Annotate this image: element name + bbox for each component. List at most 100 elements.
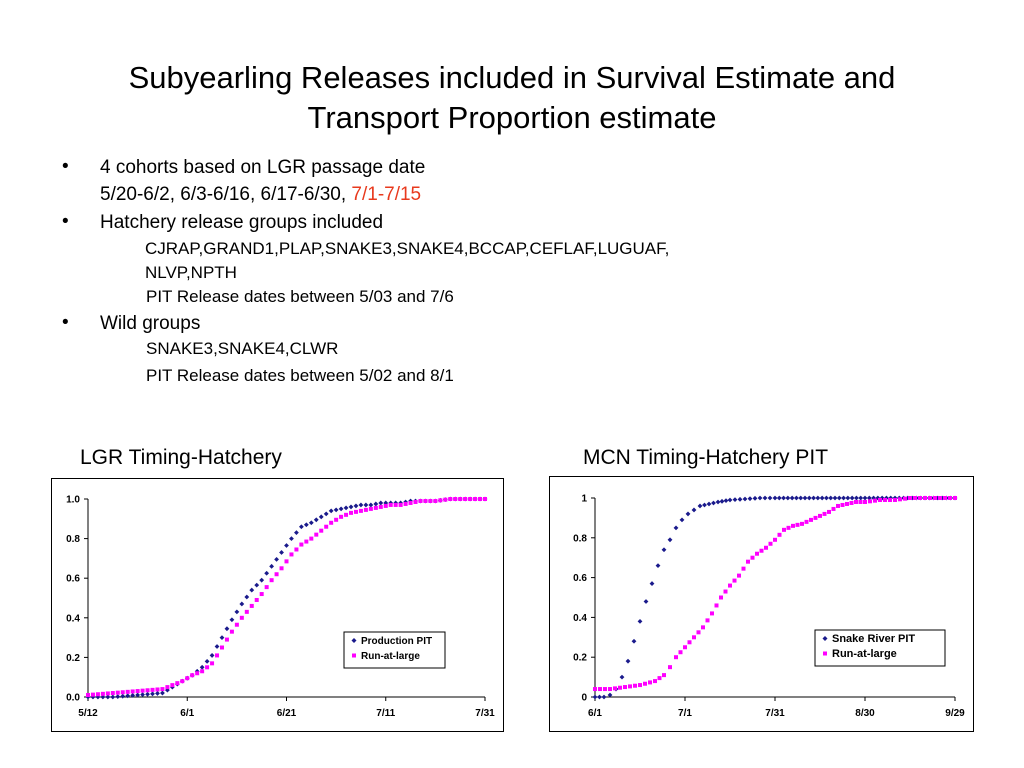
lgr-point-series2 <box>195 671 200 676</box>
mcn-point-series1 <box>776 495 782 501</box>
mcn-y-tick-label: 0 <box>581 693 587 704</box>
mcn-point-series2 <box>701 625 705 630</box>
lgr-point-series2 <box>289 552 294 557</box>
mcn-point-series2 <box>943 496 947 500</box>
mcn-point-series2 <box>755 551 759 556</box>
mcn-point-series1 <box>798 495 804 501</box>
mcn-point-series1 <box>711 500 716 506</box>
lgr-point-series2 <box>165 685 170 690</box>
lgr-point-series2 <box>259 592 264 597</box>
lgr-point-series2 <box>239 615 244 620</box>
lgr-point-series1 <box>140 692 145 698</box>
mcn-point-series1 <box>854 495 859 501</box>
lgr-point-series2 <box>279 566 284 571</box>
hatchery-groups-line-1: CJRAP,GRAND1,PLAP,SNAKE3,SNAKE4,BCCAP,CE… <box>145 239 670 258</box>
mcn-point-series2 <box>608 687 612 692</box>
lgr-y-tick-label: 0.2 <box>66 653 80 664</box>
lgr-timing-chart: 0.0 0.2 0.4 0.6 0.8 1.0 5/12 6/1 6/21 7/11 7/31 Pro… <box>51 478 504 732</box>
lgr-point-series2 <box>478 497 483 501</box>
mcn-point-series1 <box>767 495 773 501</box>
mcn-point-series1 <box>673 525 679 531</box>
lgr-point-series1 <box>303 522 309 528</box>
lgr-point-series2 <box>125 689 130 694</box>
mcn-x-tick-label: 9/29 <box>945 708 965 719</box>
lgr-point-series2 <box>448 497 453 501</box>
lgr-point-series2 <box>398 502 403 507</box>
lgr-point-series2 <box>120 690 125 695</box>
lgr-point-series2 <box>110 691 115 696</box>
lgr-point-series1 <box>294 530 299 536</box>
lgr-point-series1 <box>378 500 384 506</box>
lgr-point-series2 <box>229 629 234 634</box>
mcn-x-tick-label: 8/30 <box>855 708 875 719</box>
mcn-point-series1 <box>757 495 763 501</box>
mcn-point-series2 <box>759 548 764 553</box>
mcn-point-series2 <box>898 497 902 502</box>
mcn-x-tick-label: 7/1 <box>678 708 692 719</box>
lgr-point-series1 <box>115 694 121 700</box>
mcn-point-series1 <box>742 496 748 502</box>
mcn-point-series2 <box>714 603 719 608</box>
lgr-point-series2 <box>264 585 269 590</box>
mcn-point-series2 <box>868 499 872 504</box>
lgr-point-series2 <box>403 501 408 506</box>
mcn-legend-marker <box>823 651 827 656</box>
mcn-point-series1 <box>849 495 855 501</box>
mcn-point-series1 <box>625 658 631 664</box>
mcn-y-tick-label: 1 <box>581 494 587 505</box>
mcn-point-series1 <box>811 495 816 501</box>
lgr-point-series1 <box>328 508 334 514</box>
lgr-point-series2 <box>95 692 100 697</box>
mcn-point-series2 <box>719 595 723 600</box>
mcn-legend-label: Run-at-large <box>832 648 897 660</box>
lgr-point-series2 <box>408 500 413 505</box>
lgr-point-series1 <box>244 594 250 600</box>
lgr-x-tick-label: 6/21 <box>277 708 297 719</box>
lgr-point-series2 <box>105 691 110 696</box>
mcn-point-series2 <box>953 496 957 500</box>
mcn-point-series1 <box>785 495 791 501</box>
mcn-point-series2 <box>918 496 922 500</box>
lgr-x-tick-label: 7/31 <box>475 708 495 719</box>
mcn-point-series2 <box>696 630 701 635</box>
mcn-y-tick-label: 0.8 <box>573 533 587 544</box>
mcn-point-series2 <box>933 496 937 500</box>
mcn-point-series1 <box>679 517 685 523</box>
lgr-point-series1 <box>269 563 275 569</box>
lgr-point-series1 <box>264 570 270 576</box>
cohort-dates-text: 5/20-6/2, 6/3-6/16, 6/17-6/30, <box>100 184 352 205</box>
mcn-point-series1 <box>732 497 738 503</box>
lgr-point-series2 <box>224 637 229 642</box>
mcn-point-series1 <box>802 495 808 501</box>
lgr-point-series2 <box>115 690 120 695</box>
mcn-point-series2 <box>883 497 887 502</box>
mcn-point-series1 <box>715 499 721 505</box>
lgr-point-series1 <box>145 691 150 697</box>
mcn-point-series2 <box>618 685 622 690</box>
mcn-point-series2 <box>804 519 809 524</box>
mcn-point-series1 <box>691 507 697 513</box>
mcn-point-series1 <box>661 547 667 553</box>
lgr-point-series1 <box>199 664 205 670</box>
mcn-point-series2 <box>741 566 746 571</box>
mcn-point-series1 <box>601 694 607 700</box>
lgr-point-series2 <box>339 514 344 519</box>
lgr-point-series1 <box>224 626 230 632</box>
lgr-point-series2 <box>363 507 368 512</box>
mcn-x-tick-label: 6/1 <box>588 708 602 719</box>
mcn-point-series2 <box>827 509 831 514</box>
mcn-chart-title: MCN Timing-Hatchery PIT <box>583 446 829 469</box>
mcn-point-series2 <box>653 679 657 684</box>
mcn-point-series1 <box>685 511 691 517</box>
lgr-point-series1 <box>373 501 379 507</box>
lgr-point-series2 <box>368 506 373 511</box>
mcn-point-series2 <box>878 497 882 502</box>
lgr-point-series1 <box>274 556 279 562</box>
lgr-point-series1 <box>214 644 220 649</box>
lgr-point-series1 <box>165 687 170 693</box>
mcn-point-series1 <box>806 495 812 501</box>
mcn-point-series2 <box>623 685 627 690</box>
lgr-point-series1 <box>234 609 240 615</box>
lgr-point-series1 <box>219 635 225 640</box>
mcn-point-series2 <box>668 665 672 670</box>
